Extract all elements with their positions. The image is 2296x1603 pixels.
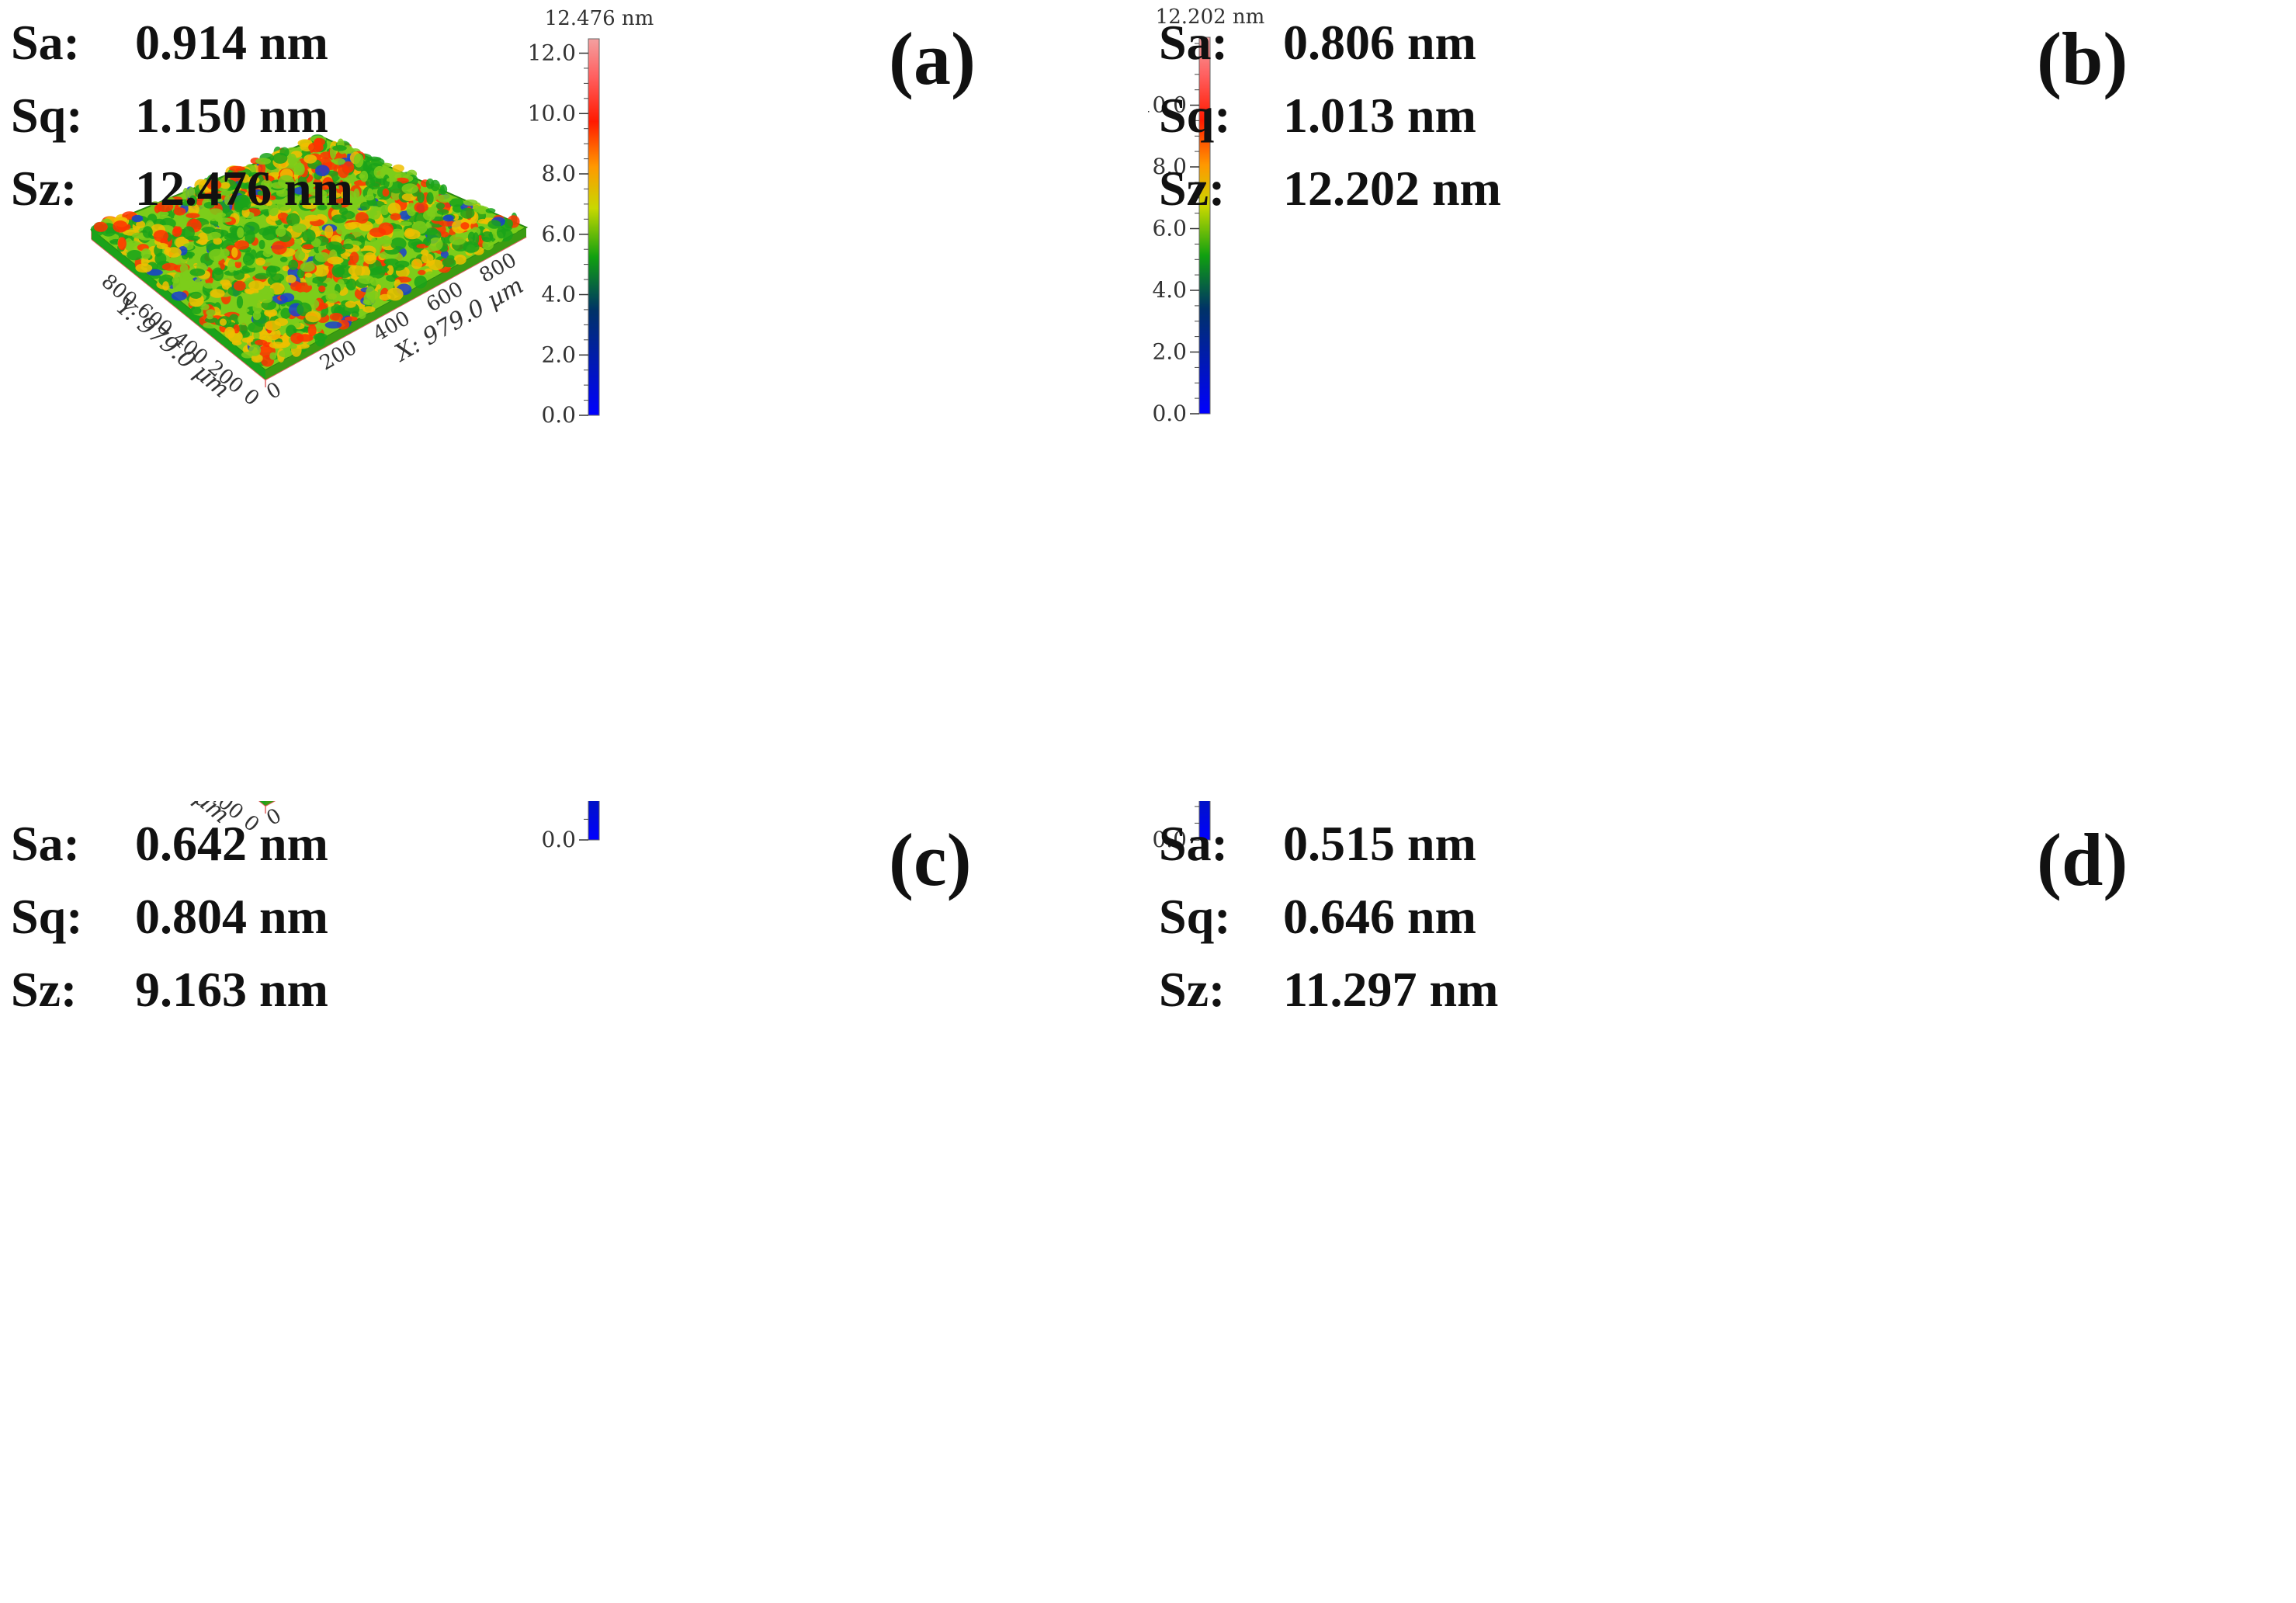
color-scale-max: 12.476 nm xyxy=(545,7,654,30)
color-scale xyxy=(588,39,599,415)
stat-sa: Sa: 0.642 nm xyxy=(11,807,328,880)
stat-sa: Sa: 0.515 nm xyxy=(1159,807,1498,880)
roughness-stats: Sa: 0.806 nm Sq: 1.013 nm Sz: 12.202 nm xyxy=(1159,6,1501,225)
panel-a: 0 200 400 600 800 X: 979.0 µm 0 200 400 600 800 Y: … xyxy=(0,0,1148,801)
panel-label: (d) xyxy=(2037,817,2128,903)
stat-sa: Sa: 0.914 nm xyxy=(11,6,353,79)
y-tick-label: 0 xyxy=(239,384,264,411)
stat-sz: Sz: 12.476 nm xyxy=(11,152,353,225)
color-scale-tick: 12.0 xyxy=(528,40,576,66)
roughness-stats: Sa: 0.914 nm Sq: 1.150 nm Sz: 12.476 nm xyxy=(11,6,353,225)
surface xyxy=(89,801,526,806)
roughness-stats: Sa: 0.515 nm Sq: 0.646 nm Sz: 11.297 nm xyxy=(1159,807,1498,1026)
stat-sz: Sz: 11.297 nm xyxy=(1159,953,1498,1026)
color-scale-tick: 4.0 xyxy=(541,282,576,307)
color-scale-tick: 2.0 xyxy=(541,342,576,367)
color-scale-tick: 2.0 xyxy=(1152,339,1187,365)
color-bar: 9.163 nm0.02.04.06.08.0 xyxy=(541,801,647,852)
color-scale-tick: 10.0 xyxy=(528,100,576,126)
stat-sq: Sq: 1.013 nm xyxy=(1159,79,1501,152)
roughness-stats: Sa: 0.642 nm Sq: 0.804 nm Sz: 9.163 nm xyxy=(11,807,328,1026)
color-scale-tick: 8.0 xyxy=(541,161,576,186)
panel-label: (a) xyxy=(889,16,976,102)
panel-label: (c) xyxy=(889,817,972,903)
color-scale-tick: 6.0 xyxy=(541,221,576,247)
stat-sz: Sz: 9.163 nm xyxy=(11,953,328,1026)
stat-sq: Sq: 0.646 nm xyxy=(1159,880,1498,953)
x-tick-label: 0 xyxy=(263,378,286,404)
color-scale xyxy=(588,801,599,840)
panel-label: (b) xyxy=(2037,16,2128,102)
stat-sq: Sq: 1.150 nm xyxy=(11,79,353,152)
color-bar: 12.476 nm 0.0 2.0 4.0 6.0 8.0 10.0 12.0 xyxy=(528,7,654,428)
color-scale-tick: 4.0 xyxy=(1152,277,1187,303)
color-scale-tick: 0.0 xyxy=(1152,401,1187,426)
color-scale-tick: 0.0 xyxy=(541,827,576,852)
stat-sz: Sz: 12.202 nm xyxy=(1159,152,1501,225)
stat-sq: Sq: 0.804 nm xyxy=(11,880,328,953)
stat-sa: Sa: 0.806 nm xyxy=(1159,6,1501,79)
color-scale-tick: 0.0 xyxy=(541,402,576,428)
